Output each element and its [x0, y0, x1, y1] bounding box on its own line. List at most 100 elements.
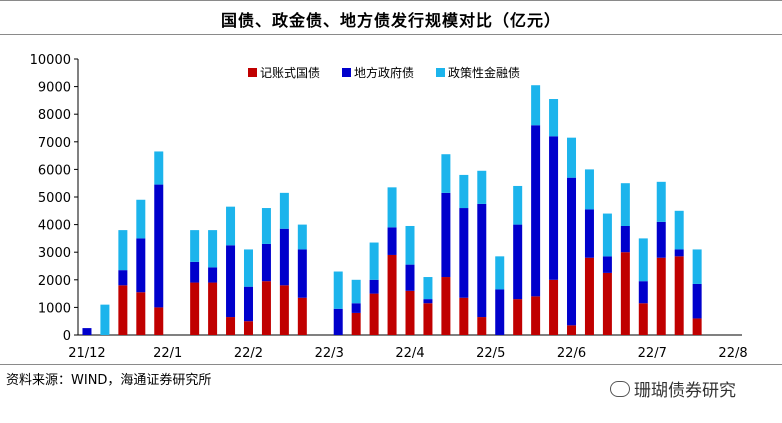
- legend-label-local: 地方政府债: [354, 66, 415, 80]
- bar-segment-policy: [154, 151, 164, 185]
- bar-segment-local: [82, 328, 92, 335]
- bar-segment-local: [441, 192, 451, 278]
- bar-segment-policy: [441, 154, 451, 193]
- x-tick-label: 22/4: [395, 346, 424, 361]
- bar-segment-policy: [549, 99, 559, 137]
- bar-segment-policy: [567, 137, 577, 178]
- bar-segment-policy: [495, 256, 505, 290]
- bar-segment-policy: [136, 199, 146, 239]
- legend-label-policy: 政策性金融债: [448, 66, 521, 80]
- legend-item-treasury: 记账式国债: [248, 64, 320, 81]
- bar-segment-local: [584, 209, 594, 258]
- y-tick-label: 10000: [30, 53, 71, 68]
- bar-segment-treasury: [261, 281, 271, 335]
- bar-segment-local: [243, 286, 253, 322]
- bar-segment-policy: [638, 238, 648, 282]
- bar-segment-policy: [656, 181, 666, 222]
- bar-segment-local: [423, 299, 433, 304]
- bar-segment-treasury: [459, 297, 469, 335]
- x-tick-label: 22/5: [476, 346, 505, 361]
- bar-segment-local: [531, 125, 541, 297]
- bar-segment-policy: [226, 206, 236, 246]
- bar-segment-policy: [369, 242, 379, 280]
- legend-swatch-treasury: [248, 68, 257, 77]
- bar-segment-policy: [423, 277, 433, 300]
- bar-segment-policy: [674, 210, 684, 250]
- bar-segment-treasury: [477, 317, 487, 335]
- bar-segment-treasury: [387, 254, 397, 335]
- bar-segment-policy: [351, 279, 361, 304]
- y-tick-label: 7000: [38, 136, 71, 151]
- bar-segment-local: [513, 224, 523, 300]
- y-tick-label: 3000: [38, 246, 71, 261]
- bar-segment-local: [567, 177, 577, 326]
- bar-segment-policy: [692, 249, 702, 284]
- x-tick-label: 21/12: [68, 346, 105, 361]
- bar-segment-policy: [279, 192, 289, 229]
- bar-segment-local: [674, 249, 684, 257]
- bar-segment-treasury: [208, 282, 218, 335]
- wechat-icon: [610, 381, 630, 397]
- bar-segment-treasury: [620, 252, 630, 335]
- bar-segment-policy: [190, 230, 200, 262]
- y-tick-label: 6000: [38, 163, 71, 178]
- bar-segment-policy: [405, 225, 415, 265]
- bar-segment-treasury: [513, 299, 523, 335]
- bar-segment-policy: [531, 85, 541, 126]
- bar-segment-treasury: [423, 303, 433, 335]
- y-tick-label: 2000: [38, 274, 71, 289]
- y-tick-label: 0: [63, 329, 71, 344]
- top-rule: [0, 0, 782, 1]
- bar-segment-treasury: [692, 318, 702, 335]
- bar-segment-treasury: [584, 257, 594, 335]
- x-tick-label: 22/3: [315, 346, 344, 361]
- bar-segment-treasury: [441, 277, 451, 335]
- bar-segment-local: [118, 270, 128, 286]
- bar-segment-policy: [513, 185, 523, 225]
- bar-segment-local: [369, 279, 379, 294]
- bar-segment-treasury: [351, 312, 361, 335]
- bar-segment-treasury: [369, 293, 379, 335]
- bar-segment-treasury: [279, 285, 289, 335]
- bar-segment-local: [620, 225, 630, 253]
- bar-segment-treasury: [638, 303, 648, 335]
- bar-segment-local: [387, 227, 397, 255]
- bar-segment-local: [136, 238, 146, 293]
- bar-segment-treasury: [656, 257, 666, 335]
- bar-segment-treasury: [154, 307, 164, 335]
- y-tick-label: 1000: [38, 301, 71, 316]
- bar-segment-local: [208, 267, 218, 283]
- bar-segment-treasury: [136, 292, 146, 335]
- y-tick-label: 8000: [38, 108, 71, 123]
- bar-segment-treasury: [674, 256, 684, 335]
- bar-segment-local: [692, 283, 702, 319]
- bar-segment-policy: [100, 304, 110, 335]
- bar-segment-policy: [387, 187, 397, 228]
- x-tick-label: 22/7: [638, 346, 667, 361]
- y-tick-label: 4000: [38, 219, 71, 234]
- legend-item-local: 地方政府债: [342, 64, 414, 81]
- bar-segment-policy: [602, 213, 612, 257]
- bar-segment-treasury: [567, 325, 577, 335]
- watermark-text: 珊瑚债券研究: [634, 381, 736, 401]
- title-bar: 国债、政金债、地方债发行规模对比（亿元）: [0, 0, 782, 35]
- stacked-bar-chart: 0 1000 2000 3000 4000 5000 6000 7000 8000 9000 100…: [30, 53, 748, 361]
- chart-title: 国债、政金债、地方债发行规模对比（亿元）: [220, 11, 561, 30]
- x-tick-label: 22/8: [718, 346, 747, 361]
- x-tick-label: 22/2: [234, 346, 263, 361]
- bar-segment-treasury: [226, 317, 236, 335]
- bar-segment-local: [549, 136, 559, 280]
- legend: 记账式国债 地方政府债 政策性金融债: [248, 64, 520, 81]
- bar-segment-policy: [243, 249, 253, 287]
- bar-segment-local: [154, 184, 164, 308]
- bar-segment-policy: [208, 230, 218, 268]
- bar-segment-treasury: [602, 272, 612, 335]
- bar-segment-local: [226, 245, 236, 318]
- bar-segment-local: [477, 203, 487, 318]
- bar-segment-local: [656, 221, 666, 258]
- bar-segment-policy: [333, 271, 343, 309]
- legend-swatch-local: [342, 68, 352, 77]
- legend-label-treasury: 记账式国债: [260, 66, 321, 80]
- bar-segment-local: [405, 264, 415, 291]
- bar-segment-policy: [459, 174, 469, 209]
